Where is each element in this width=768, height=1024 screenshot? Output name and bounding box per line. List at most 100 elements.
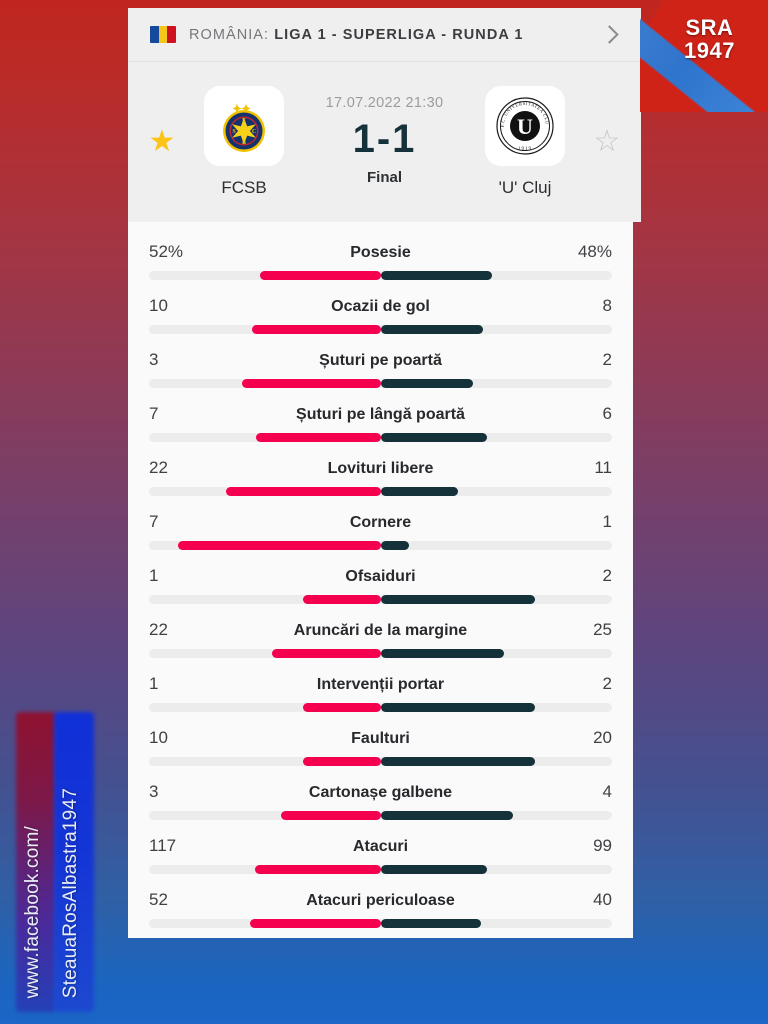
svg-text:1919: 1919	[518, 147, 532, 152]
chevron-right-icon[interactable]	[597, 22, 623, 48]
match-status: Final	[366, 168, 402, 186]
stat-bar-away	[380, 433, 488, 442]
stat-bar-home	[303, 703, 381, 712]
stat-bar-home	[255, 433, 381, 442]
stat-bar-away	[380, 541, 410, 550]
stat-bar-track	[149, 271, 612, 280]
stat-bar-away	[380, 703, 535, 712]
brush-stroke-red	[16, 712, 56, 1012]
stat-bar-track	[149, 595, 612, 604]
svg-text:U: U	[517, 114, 533, 139]
stat-home-value: 3	[149, 350, 159, 369]
stat-bar-home	[177, 541, 381, 550]
stat-bar-away	[380, 649, 504, 658]
stat-row-header: 7 Șuturi pe lângă poartă 6	[149, 404, 612, 424]
stat-bar-home	[251, 325, 381, 334]
stat-home-value: 22	[149, 458, 168, 477]
stat-row: 52% Posesie 48%	[128, 236, 633, 290]
stat-bar-home	[249, 919, 381, 928]
logo-text-line2: 1947	[684, 38, 735, 64]
stat-home-value: 22	[149, 620, 168, 639]
stat-bar-track	[149, 649, 612, 658]
stat-bar-away	[380, 325, 484, 334]
stat-away-value: 2	[602, 674, 612, 693]
stat-label: Cartonașe galbene	[308, 784, 453, 801]
stat-label: Atacuri periculoase	[306, 892, 455, 909]
stat-home-value: 117	[149, 836, 177, 855]
stat-home-value: 10	[149, 296, 168, 315]
stat-row-header: 3 Cartonașe galbene 4	[149, 782, 612, 802]
romania-flag-icon	[150, 26, 176, 43]
watermark-url-text: www.facebook.com/	[22, 825, 43, 998]
stat-bar-home	[241, 379, 381, 388]
stat-row-header: 10 Ocazii de gol 8	[149, 296, 612, 316]
stat-bar-track	[149, 487, 612, 496]
stat-home-value: 52	[149, 890, 168, 909]
stat-label: Ofsaiduri	[345, 568, 416, 585]
stat-row: 10 Faulturi 20	[128, 722, 633, 776]
star-filled-icon[interactable]: ★	[148, 125, 176, 158]
stat-bar-away	[380, 811, 513, 820]
stat-row-header: 1 Intervenții portar 2	[149, 674, 612, 694]
stat-row: 3 Cartonașe galbene 4	[128, 776, 633, 830]
stat-away-value: 40	[593, 890, 612, 909]
stat-row: 1 Intervenții portar 2	[128, 668, 633, 722]
stat-bar-home	[260, 271, 381, 280]
stat-away-value: 6	[602, 404, 612, 423]
stat-home-value: 10	[149, 728, 168, 747]
stat-row-header: 7 Cornere 1	[149, 512, 612, 532]
facebook-watermark-left: www.facebook.com/ SteauaRosAlbastra1947	[8, 712, 104, 1012]
stat-away-value: 11	[594, 458, 612, 477]
stat-bar-home	[272, 649, 381, 658]
stat-away-value: 4	[602, 782, 612, 801]
stat-bar-track	[149, 811, 612, 820]
stat-bar-track	[149, 379, 612, 388]
stat-row: 7 Cornere 1	[128, 506, 633, 560]
stat-row: 7 Șuturi pe lângă poartă 6	[128, 398, 633, 452]
home-team[interactable]: F S C B FCSB	[180, 86, 308, 198]
stat-away-value: 25	[593, 620, 612, 639]
away-team-name: 'U' Cluj	[498, 178, 552, 197]
sra-logo-watermark: SRA 1947	[640, 0, 768, 112]
logo-red-block	[640, 0, 768, 112]
match-header-card: ROMÂNIA: LIGA 1 - SUPERLIGA - RUNDA 1 ★	[128, 8, 641, 222]
stat-home-value: 1	[149, 566, 159, 585]
stat-away-value: 1	[602, 512, 612, 531]
stat-label: Intervenții portar	[316, 676, 445, 693]
svg-text:B: B	[242, 140, 246, 146]
stat-row: 22 Aruncări de la margine 25	[128, 614, 633, 668]
stat-row: 117 Atacuri 99	[128, 830, 633, 884]
star-outline-icon[interactable]: ☆	[593, 125, 621, 158]
score-block: 17.07.2022 21:30 1-1 Final	[308, 95, 461, 190]
watermark-page-text: SteauaRosAlbastra1947	[60, 787, 81, 998]
brush-stroke-blue	[54, 712, 94, 1012]
stat-bar-away	[380, 595, 535, 604]
stat-row: 22 Lovituri libere 11	[128, 452, 633, 506]
stat-label: Lovituri libere	[327, 460, 434, 477]
stat-bar-track	[149, 325, 612, 334]
stat-bar-away	[380, 757, 535, 766]
stat-label: Ocazii de gol	[331, 298, 430, 315]
match-statistics-card: 52% Posesie 48% 10 Ocazii de gol 8 3 Șuturi pe …	[128, 222, 633, 938]
stat-label: Cornere	[349, 514, 412, 531]
league-bar[interactable]: ROMÂNIA: LIGA 1 - SUPERLIGA - RUNDA 1	[128, 8, 641, 62]
statistics-list: 52% Posesie 48% 10 Ocazii de gol 8 3 Șuturi pe …	[128, 236, 633, 938]
stat-row: 10 Ocazii de gol 8	[128, 290, 633, 344]
fcsb-crest-icon: F S C B	[204, 86, 284, 166]
stat-bar-home	[281, 811, 381, 820]
stat-home-value: 1	[149, 674, 159, 693]
league-competition: LIGA 1 - SUPERLIGA - RUNDA 1	[274, 26, 524, 43]
away-team[interactable]: U F.C. UNIVERSITATEA CLUJ 1919 'U' Cluj	[461, 86, 589, 198]
stat-row-header: 22 Lovituri libere 11	[149, 458, 612, 478]
stat-row-header: 52% Posesie 48%	[149, 242, 612, 262]
stat-bar-away	[380, 865, 487, 874]
stat-bar-track	[149, 865, 612, 874]
stat-row: 1 Ofsaiduri 2	[128, 560, 633, 614]
stat-label: Aruncări de la margine	[293, 622, 468, 639]
home-team-name: FCSB	[221, 178, 267, 197]
stat-bar-away	[380, 271, 492, 280]
svg-text:F: F	[242, 118, 246, 124]
stat-row: 52 Atacuri periculoase 40	[128, 884, 633, 938]
stat-label: Șuturi pe lângă poartă	[296, 406, 465, 423]
stat-bar-track	[149, 919, 612, 928]
